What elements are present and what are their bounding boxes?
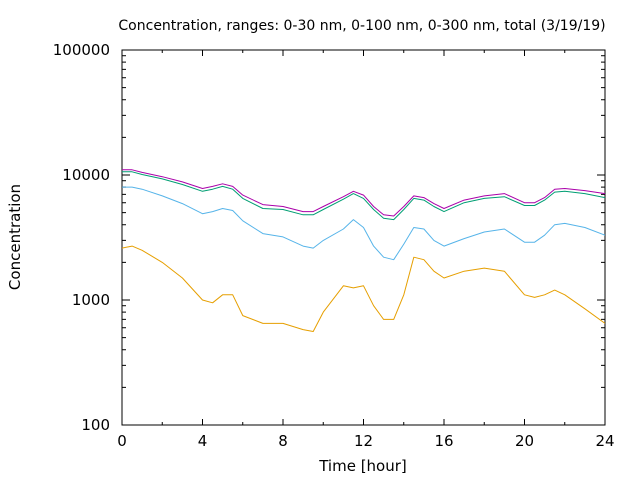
y-tick-label: 100000 bbox=[53, 41, 110, 59]
y-tick-label: 10000 bbox=[62, 166, 110, 184]
y-tick-label: 100 bbox=[81, 416, 110, 434]
y-axis-label: Concentration bbox=[6, 184, 24, 290]
x-tick-label: 4 bbox=[198, 432, 208, 450]
x-tick-label: 16 bbox=[434, 432, 453, 450]
series-line-2 bbox=[122, 171, 606, 221]
chart-title: Concentration, ranges: 0-30 nm, 0-100 nm… bbox=[118, 18, 605, 34]
series-line-3 bbox=[122, 186, 606, 261]
plot-area: 0 4 8 12 16 20 24 100 1000 10000 100000 bbox=[53, 41, 615, 450]
series-line-1 bbox=[122, 169, 606, 217]
x-tick-label: 8 bbox=[278, 432, 288, 450]
x-tick-label: 24 bbox=[595, 432, 614, 450]
x-tick-label: 20 bbox=[515, 432, 534, 450]
plot-frame bbox=[121, 49, 606, 426]
x-axis-label: Time [hour] bbox=[318, 457, 407, 475]
y-tick-label: 1000 bbox=[72, 291, 110, 309]
x-tick-label: 0 bbox=[117, 432, 127, 450]
series-line-4 bbox=[121, 245, 606, 332]
x-tick-label: 12 bbox=[354, 432, 373, 450]
